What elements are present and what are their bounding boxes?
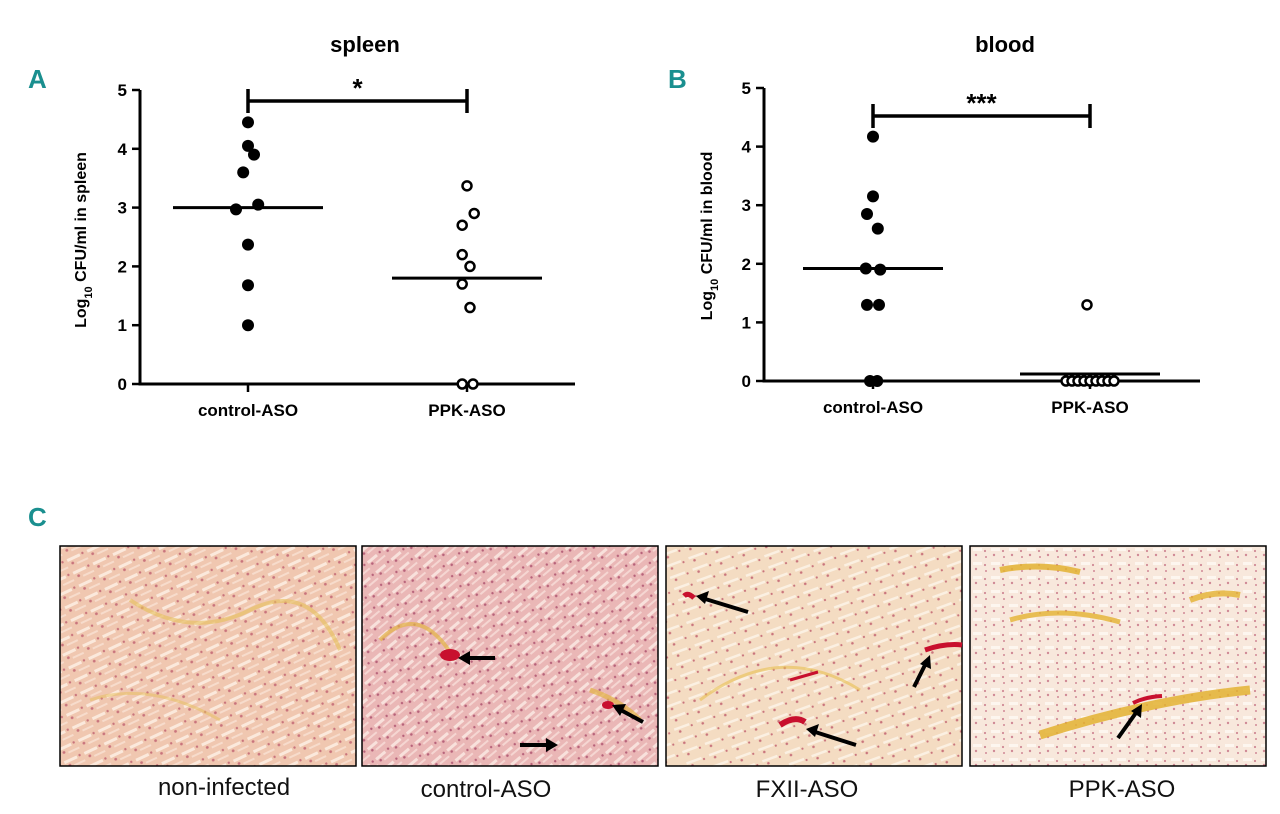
- y-tick-label: 0: [742, 372, 751, 391]
- arrow-icon: [520, 738, 558, 752]
- y-tick-label: 0: [118, 375, 127, 394]
- data-point-open: [456, 378, 468, 390]
- y-tick-label: 1: [742, 313, 751, 332]
- x-category-label: PPK-ASO: [428, 401, 505, 420]
- y-tick-label: 5: [742, 79, 751, 98]
- data-point-filled: [871, 222, 884, 235]
- data-point-filled: [242, 116, 254, 129]
- data-point-filled: [867, 130, 879, 143]
- data-point-open: [461, 180, 473, 192]
- data-point-filled: [871, 375, 884, 387]
- chart-b-title: blood: [975, 32, 1035, 57]
- caption-non-infected: non-infected: [158, 774, 290, 801]
- panel-letter-a: A: [28, 64, 47, 94]
- caption-ppk-aso: PPK-ASO: [1069, 776, 1176, 803]
- histology-image-non-infected: [59, 545, 357, 767]
- arrow-icon: [458, 651, 495, 665]
- data-point-filled: [242, 139, 254, 152]
- caption-control-aso: control-ASO: [421, 776, 552, 803]
- caption-fxii-aso: FXII-ASO: [756, 776, 859, 803]
- y-tick-label: 2: [118, 257, 127, 276]
- chart-b-ylabel: Log10 CFU/ml in blood: [699, 152, 721, 321]
- arrow-icon: [1116, 704, 1142, 740]
- data-point-filled: [873, 298, 885, 311]
- panel-letter-b: B: [668, 64, 687, 94]
- data-point-open: [464, 260, 476, 273]
- y-tick-label: 4: [118, 140, 128, 159]
- arrow-icon: [696, 591, 749, 614]
- y-tick-label: 3: [742, 196, 751, 215]
- data-point-filled: [859, 262, 872, 275]
- chart-spleen: spleen Log10 CFU/ml in spleen 0 1 2 3 4 5 cont…: [73, 32, 575, 420]
- arrow-icon: [912, 655, 931, 688]
- y-tick-label: 5: [118, 81, 127, 100]
- x-category-label: control-ASO: [198, 401, 298, 420]
- data-point-filled: [237, 166, 250, 179]
- histology-panel-ppk-aso: [969, 545, 1267, 767]
- arrow-icon: [612, 704, 644, 724]
- data-point-filled: [242, 238, 254, 251]
- data-point-open: [464, 301, 476, 314]
- data-point-open: [456, 278, 468, 290]
- histology-image-control-aso: [361, 545, 659, 767]
- data-point-filled: [867, 190, 879, 203]
- significance-label: ***: [966, 88, 997, 118]
- data-point-filled: [861, 298, 873, 311]
- data-point-filled: [230, 203, 242, 216]
- data-point-open: [1108, 375, 1120, 387]
- significance-label: *: [352, 73, 363, 103]
- data-point-open: [467, 378, 479, 390]
- arrow-icon: [806, 724, 857, 747]
- data-point-open: [1081, 299, 1093, 311]
- data-point-filled: [248, 148, 260, 161]
- data-point-filled: [242, 319, 254, 332]
- histology-panel-control-aso: [361, 545, 659, 767]
- data-point-filled: [874, 263, 887, 276]
- histology-panel-fxii-aso: [665, 545, 963, 767]
- x-category-label: control-ASO: [823, 398, 923, 417]
- x-category-label: PPK-ASO: [1051, 398, 1128, 417]
- chart-blood: blood Log10 CFU/ml in blood 0 1 2 3 4 5 contro…: [699, 32, 1200, 417]
- y-tick-label: 1: [118, 316, 127, 335]
- y-tick-label: 2: [742, 255, 751, 274]
- histology-image-ppk-aso: [969, 545, 1267, 767]
- panel-letter-c: C: [28, 502, 47, 532]
- chart-a-title: spleen: [330, 32, 400, 57]
- y-tick-label: 3: [118, 199, 127, 218]
- y-tick-label: 4: [742, 138, 752, 157]
- data-point-open: [456, 248, 468, 261]
- data-point-open: [468, 207, 480, 220]
- data-point-filled: [252, 198, 265, 211]
- data-point-filled: [242, 279, 254, 292]
- histology-panel-non-infected: [59, 545, 357, 767]
- data-point-open: [456, 219, 468, 231]
- data-point-filled: [861, 207, 873, 220]
- chart-a-ylabel: Log10 CFU/ml in spleen: [73, 152, 95, 328]
